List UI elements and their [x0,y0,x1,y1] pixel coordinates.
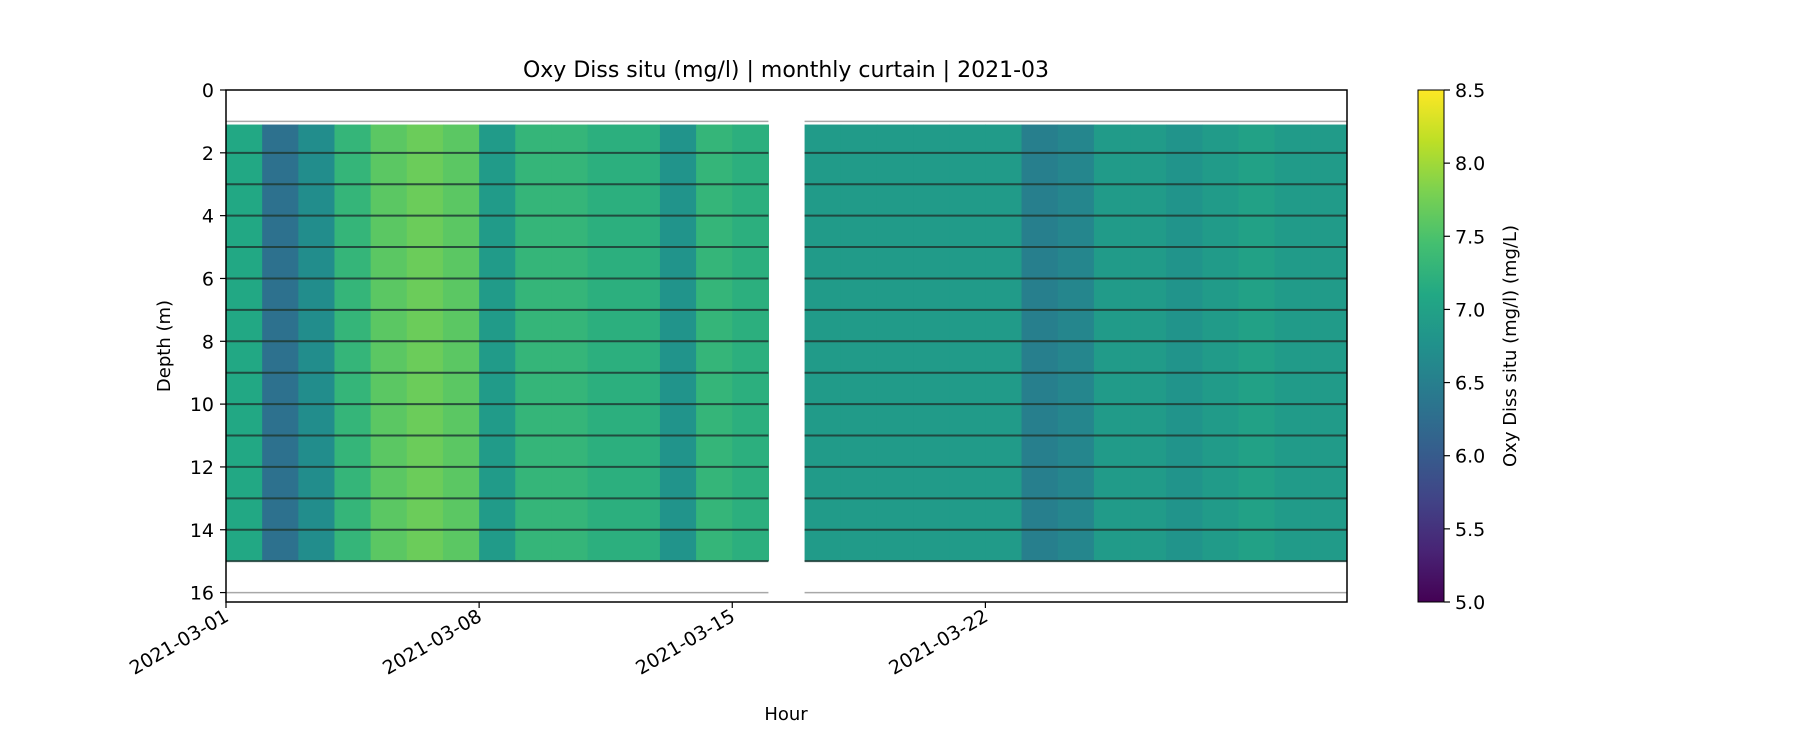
heat-cell-2021-03-02 [262,124,299,562]
heat-cell-2021-03-29 [1238,124,1276,562]
y-tick-label: 2 [202,143,214,165]
heat-cell-2021-03-14 [696,124,733,562]
y-tick-label: 6 [202,268,214,290]
y-tick-label: 4 [202,206,214,228]
y-tick-label: 8 [202,331,214,353]
colorbar-tick-label: 8.5 [1455,80,1485,102]
heat-cell-2021-03-26 [1130,124,1167,562]
colorbar-tick-label: 5.5 [1455,519,1485,541]
colorbar-label: Oxy Diss situ (mg/l) (mg/L) [1500,225,1521,467]
heat-cell-2021-03-27 [1166,124,1203,562]
heat-cell-2021-03-31 [1310,124,1347,562]
heat-cell-2021-03-07 [442,124,480,562]
x-axis-ticks: 2021-03-01 2021-03-08 2021-03-15 2021-03-22 [126,602,992,680]
heat-cell-2021-03-13 [659,124,697,562]
heat-cell-2021-03-25 [1093,124,1131,562]
heat-cell-2021-03-08 [479,124,516,562]
colorbar-tick-label: 6.5 [1455,373,1485,395]
colorbar-tick-label: 7.0 [1455,299,1485,321]
heat-cell-2021-03-17 [804,124,842,562]
plot-frame [225,89,1348,603]
heat-cell-2021-03-19 [876,124,914,562]
chart-title: Oxy Diss situ (mg/l) | monthly curtain |… [523,58,1049,83]
y-tick-label: 0 [202,80,214,102]
heat-cell-2021-03-21 [949,124,986,562]
x-tick-label: 2021-03-08 [379,605,486,679]
heat-cell-2021-03-24 [1057,124,1095,562]
heat-cell-2021-03-30 [1274,124,1312,562]
x-tick-label: 2021-03-01 [126,605,233,679]
heat-cell-2021-03-05 [370,124,408,562]
y-tick-label: 10 [190,394,214,416]
y-tick-label: 12 [190,457,214,479]
heat-cell-2021-03-10 [551,124,589,562]
heat-cell-2021-03-23 [1021,124,1059,562]
heat-cell-2021-03-22 [985,124,1023,562]
colorbar [1417,89,1445,603]
x-axis-label: Hour [764,704,808,725]
heat-cell-2021-03-01 [226,124,263,562]
heat-cell-2021-03-09 [515,124,553,562]
x-tick-label: 2021-03-22 [885,605,992,679]
colorbar-tick-label: 8.0 [1455,153,1485,175]
colorbar-ticks: 5.0 5.5 6.0 6.5 7.0 7.5 8.0 8.5 [1444,80,1485,614]
y-axis-label: Depth (m) [154,300,175,392]
heat-cell-2021-03-06 [406,124,444,562]
heat-cell-2021-03-15 [732,124,770,562]
y-tick-label: 16 [190,583,214,605]
colorbar-tick-label: 5.0 [1455,592,1485,614]
heat-cell-2021-03-20 [913,124,950,562]
x-tick-label: 2021-03-15 [632,605,739,679]
heat-cell-2021-03-28 [1202,124,1240,562]
heatmap-cells [226,124,1347,562]
heat-cell-2021-03-12 [623,124,661,562]
sensor-depth-lines [226,120,1347,594]
heat-cell-2021-03-03 [298,124,336,562]
heat-cell-2021-03-11 [587,124,625,562]
y-axis-ticks: 0 2 4 6 8 10 12 14 16 [190,80,226,605]
y-tick-label: 14 [190,520,214,542]
colorbar-tick-label: 6.0 [1455,446,1485,468]
heat-cell-2021-03-18 [840,124,878,562]
colorbar-tick-label: 7.5 [1455,226,1485,248]
heat-cell-2021-03-04 [334,124,372,562]
